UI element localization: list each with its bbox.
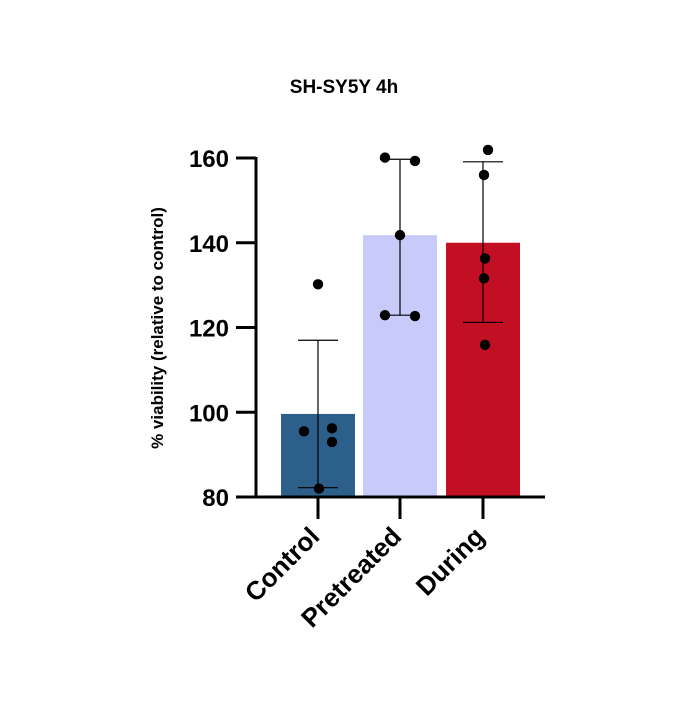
data-point-control bbox=[298, 426, 310, 437]
data-point-during bbox=[478, 169, 490, 181]
y-tick-label: 80 bbox=[202, 485, 229, 512]
data-points-layer bbox=[298, 144, 494, 494]
data-point-during bbox=[479, 339, 491, 351]
y-axis-label: % viability (relative to control) bbox=[148, 207, 167, 449]
y-tick-label: 120 bbox=[189, 316, 229, 343]
data-point-pretreated bbox=[394, 229, 406, 241]
y-ticks-layer: 80 100 120 140 160 bbox=[189, 146, 256, 512]
data-point-control bbox=[326, 423, 338, 434]
data-point-pretreated bbox=[409, 155, 421, 167]
data-point-pretreated bbox=[409, 310, 421, 322]
data-point-pretreated bbox=[379, 310, 391, 321]
y-tick-label: 160 bbox=[189, 146, 229, 173]
data-point-during bbox=[478, 273, 490, 284]
x-tick-label: During bbox=[410, 521, 490, 601]
data-point-pretreated bbox=[379, 152, 391, 163]
data-point-control bbox=[312, 279, 324, 290]
data-point-during bbox=[479, 253, 491, 264]
data-point-control bbox=[313, 483, 325, 494]
data-point-control bbox=[326, 436, 338, 448]
chart-title: SH-SY5Y 4h bbox=[290, 77, 398, 98]
y-tick-label: 140 bbox=[189, 231, 229, 258]
y-tick-label: 100 bbox=[189, 400, 229, 427]
data-point-during bbox=[482, 144, 494, 156]
